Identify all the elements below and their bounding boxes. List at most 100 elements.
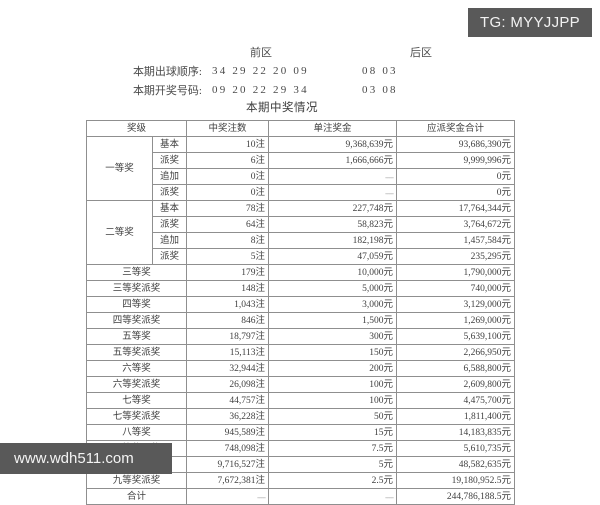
draw-info-block: 前区 后区 本期出球顺序: 34 29 22 20 09 08 03 本期开奖号… [0, 42, 600, 99]
unit-prize: 100元 [268, 392, 398, 409]
sub-level: 基本 [151, 136, 188, 153]
sub-level: 追加 [151, 168, 188, 185]
sub-level: 派奖 [151, 248, 188, 265]
section-title: 本期中奖情况 [0, 99, 600, 115]
unit-prize: 7.5元 [268, 440, 398, 457]
unit-prize: 50元 [268, 408, 398, 425]
table-row: 二等奖 基本 78注 227,748元 17,764,344元 [86, 200, 516, 265]
total-prize: 1,790,000元 [396, 264, 516, 281]
winning-count: 18,797注 [186, 328, 270, 345]
total-prize: 48,582,635元 [396, 456, 516, 473]
level-name: 八等奖 [85, 424, 188, 441]
table-row: 五等奖派奖 15,113注 150元 2,266,950元 [85, 344, 516, 361]
total-prize: 244,786,188.5元 [396, 488, 516, 505]
table-row: 派奖 64注 58,823元 3,764,672元 [87, 216, 516, 233]
winning-count: 1,043注 [186, 296, 270, 313]
winning-numbers-back: 03 08 [362, 83, 398, 96]
unit-prize: 3,000元 [268, 296, 398, 313]
total-prize: 17,764,344元 [396, 200, 516, 217]
unit-prize: ---- [268, 168, 398, 185]
unit-prize: 5元 [268, 456, 398, 473]
back-zone-label: 后区 [410, 46, 432, 59]
header-total: 应派奖金合计 [396, 120, 516, 137]
sub-level: 派奖 [151, 184, 188, 201]
winning-count: 945,589注 [186, 424, 270, 441]
site-watermark: www.wdh511.com [0, 443, 172, 474]
table-row: 六等奖派奖 26,098注 100元 2,609,800元 [85, 376, 516, 393]
site-watermark-label: www.wdh511.com [14, 450, 134, 467]
telegram-badge: TG: MYYJJPP [468, 8, 592, 37]
table-row: 三等奖 179注 10,000元 1,790,000元 [85, 264, 516, 281]
winning-count: ---- [186, 488, 270, 505]
sub-level: 追加 [151, 232, 188, 249]
level-name: 合计 [85, 488, 188, 505]
sub-level: 基本 [151, 200, 188, 217]
total-prize: 1,811,400元 [396, 408, 516, 425]
total-prize: 19,180,952.5元 [396, 472, 516, 489]
table-header-row: 奖级 中奖注数 单注奖金 应派奖金合计 [85, 120, 516, 137]
unit-prize: 182,198元 [268, 232, 398, 249]
unit-prize: 9,368,639元 [268, 136, 398, 153]
table-row: 六等奖 32,944注 200元 6,588,800元 [85, 360, 516, 377]
total-prize: 2,266,950元 [396, 344, 516, 361]
winning-count: 179注 [186, 264, 270, 281]
table-row: 七等奖 44,757注 100元 4,475,700元 [85, 392, 516, 409]
winning-count: 15,113注 [186, 344, 270, 361]
level-name: 九等奖派奖 [85, 472, 188, 489]
total-prize: 93,686,390元 [396, 136, 516, 153]
level-name: 四等奖派奖 [85, 312, 188, 329]
unit-prize: 150元 [268, 344, 398, 361]
winning-count: 6注 [186, 152, 270, 169]
total-prize: 14,183,835元 [396, 424, 516, 441]
level-name: 三等奖派奖 [85, 280, 188, 297]
header-level: 奖级 [85, 120, 188, 137]
ball-order-front-numbers: 34 29 22 20 09 [212, 64, 309, 77]
total-prize: 1,457,584元 [396, 232, 516, 249]
unit-prize: 1,500元 [268, 312, 398, 329]
ball-order-back-numbers: 08 03 [362, 64, 398, 77]
table-row: 追加 8注 182,198元 1,457,584元 [87, 232, 516, 249]
total-prize: 9,999,996元 [396, 152, 516, 169]
table-row: 派奖 0注 ---- 0元 [87, 184, 516, 201]
total-prize: 0元 [396, 184, 516, 201]
total-prize: 2,609,800元 [396, 376, 516, 393]
table-row: 八等奖 945,589注 15元 14,183,835元 [85, 424, 516, 441]
winning-count: 5注 [186, 248, 270, 265]
unit-prize: 47,059元 [268, 248, 398, 265]
unit-prize: 5,000元 [268, 280, 398, 297]
telegram-badge-label: TG: MYYJJPP [480, 14, 580, 31]
level-name: 六等奖派奖 [85, 376, 188, 393]
prize-results-table: 奖级 中奖注数 单注奖金 应派奖金合计 一等奖 基本 10注 9,368,639… [85, 120, 516, 505]
table-row: 七等奖派奖 36,228注 50元 1,811,400元 [85, 408, 516, 425]
winning-count: 0注 [186, 184, 270, 201]
ball-order-row: 本期出球顺序: 34 29 22 20 09 08 03 [0, 61, 600, 80]
total-prize: 235,295元 [396, 248, 516, 265]
winning-count: 26,098注 [186, 376, 270, 393]
unit-prize: 58,823元 [268, 216, 398, 233]
total-prize: 0元 [396, 168, 516, 185]
total-prize: 3,764,672元 [396, 216, 516, 233]
winning-count: 78注 [186, 200, 270, 217]
table-row-total: 合计 ---- ---- 244,786,188.5元 [85, 488, 516, 505]
level-name: 七等奖 [85, 392, 188, 409]
total-prize: 6,588,800元 [396, 360, 516, 377]
winning-numbers-row: 本期开奖号码: 09 20 22 29 34 03 08 [0, 80, 600, 99]
winning-count: 9,716,527注 [186, 456, 270, 473]
sub-level: 派奖 [151, 152, 188, 169]
unit-prize: 100元 [268, 376, 398, 393]
table-row: 追加 0注 ---- 0元 [87, 168, 516, 185]
table-row: 四等奖派奖 846注 1,500元 1,269,000元 [85, 312, 516, 329]
level-group-second: 二等奖 [86, 200, 153, 265]
table-row: 五等奖 18,797注 300元 5,639,100元 [85, 328, 516, 345]
total-prize: 3,129,000元 [396, 296, 516, 313]
ball-order-label: 本期出球顺序: [132, 65, 202, 78]
unit-prize: 1,666,666元 [268, 152, 398, 169]
unit-prize: 200元 [268, 360, 398, 377]
table-row: 三等奖派奖 148注 5,000元 740,000元 [85, 280, 516, 297]
total-prize: 1,269,000元 [396, 312, 516, 329]
level-name: 三等奖 [85, 264, 188, 281]
winning-count: 10注 [186, 136, 270, 153]
winning-count: 148注 [186, 280, 270, 297]
winning-count: 32,944注 [186, 360, 270, 377]
unit-prize: ---- [268, 488, 398, 505]
